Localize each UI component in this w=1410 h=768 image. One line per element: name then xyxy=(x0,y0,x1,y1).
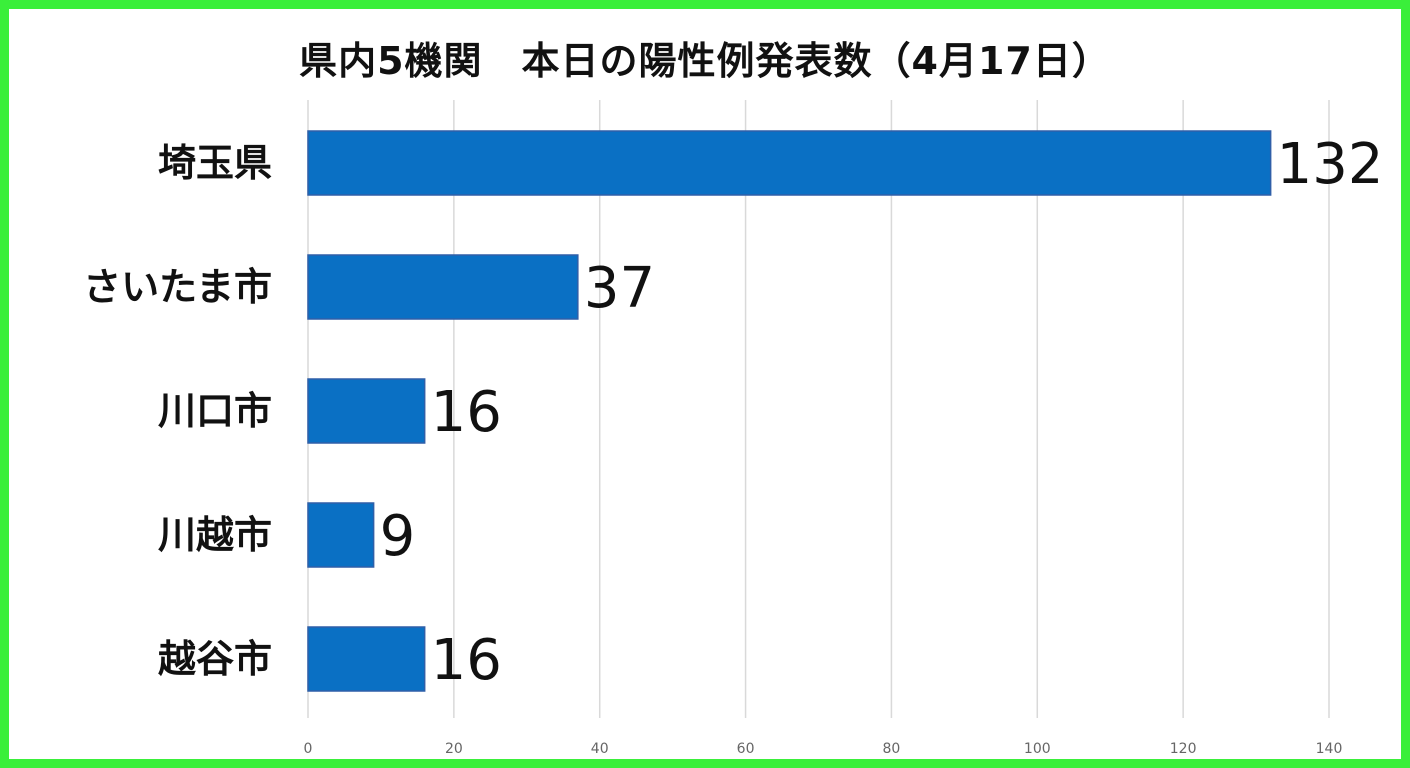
category-label: 越谷市 xyxy=(158,637,272,681)
category-label: 川口市 xyxy=(158,389,272,433)
x-tick-label: 140 xyxy=(1316,741,1343,757)
data-label: 37 xyxy=(584,256,655,321)
category-label: 川越市 xyxy=(158,513,272,557)
category-label: 埼玉県 xyxy=(158,141,272,185)
x-tick-label: 40 xyxy=(591,741,609,757)
x-tick-label: 100 xyxy=(1024,741,1051,757)
data-label: 16 xyxy=(431,380,502,445)
category-label: さいたま市 xyxy=(83,265,272,309)
bar xyxy=(307,626,426,692)
x-tick-label: 60 xyxy=(737,741,755,757)
x-tick-label: 0 xyxy=(304,741,313,757)
x-tick-label: 20 xyxy=(445,741,463,757)
chart-title: 県内5機関 本日の陽性例発表数（4月17日） xyxy=(299,39,1111,83)
data-label: 9 xyxy=(380,504,416,569)
x-tick-label: 80 xyxy=(883,741,901,757)
data-label: 16 xyxy=(431,628,502,693)
bar xyxy=(307,502,375,568)
bar xyxy=(307,130,1272,196)
bar xyxy=(307,254,579,320)
data-label: 132 xyxy=(1277,132,1384,197)
bar xyxy=(307,378,426,444)
x-tick-label: 120 xyxy=(1170,741,1197,757)
